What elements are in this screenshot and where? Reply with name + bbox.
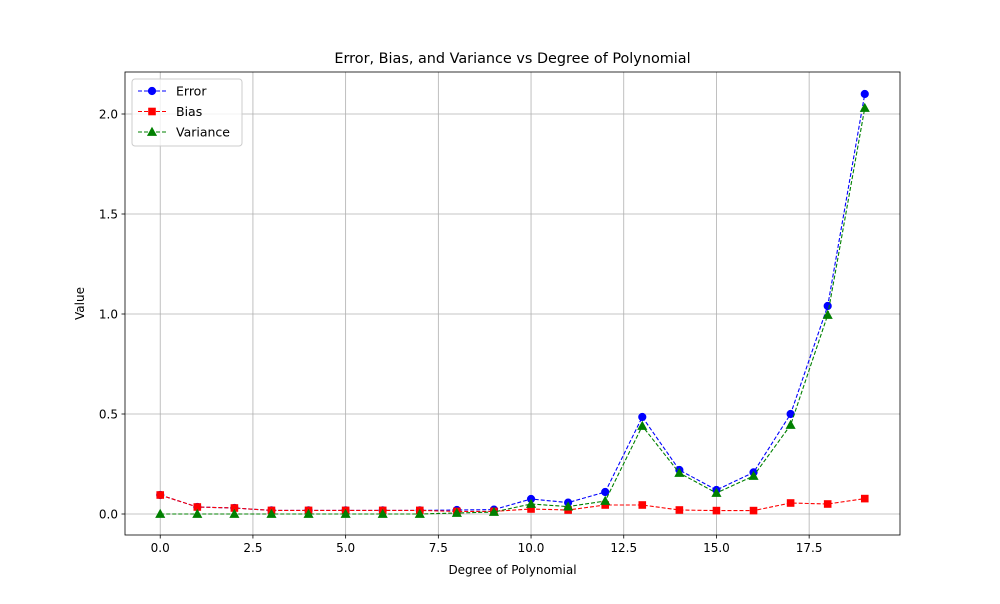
series-variance: [155, 102, 870, 518]
y-tick-label: 0.5: [99, 408, 118, 422]
legend: Error Bias Variance: [131, 78, 243, 147]
data-point-variance: [563, 501, 574, 511]
y-axis-label: Value: [73, 287, 87, 320]
data-point-bias: [675, 506, 684, 514]
data-point-variance: [229, 508, 240, 518]
legend-label-variance: Variance: [176, 125, 230, 140]
y-tick-label: 1.5: [99, 208, 118, 222]
data-point-bias: [860, 494, 869, 503]
data-point-variance: [674, 467, 685, 477]
data-point-bias: [786, 499, 795, 507]
data-point-error: [860, 89, 869, 99]
x-tick-label: 17.5: [796, 541, 823, 555]
legend-item-variance: Variance: [138, 125, 230, 140]
data-point-variance: [859, 102, 870, 112]
y-tick-label: 2.0: [99, 108, 118, 122]
x-tick-label: 10.0: [518, 541, 545, 555]
legend-item-error: Error: [138, 84, 207, 99]
data-point-variance: [748, 470, 759, 480]
x-tick-label: 12.5: [610, 541, 637, 555]
data-point-bias: [823, 500, 832, 508]
data-point-variance: [600, 495, 611, 505]
series-line-error: [160, 93, 866, 511]
data-point-error: [823, 301, 832, 311]
x-tick-label: 15.0: [703, 541, 730, 555]
x-axis-label: Degree of Polynomial: [448, 563, 576, 577]
legend-marker-bias: [148, 107, 156, 116]
legend-marker-variance: [146, 126, 158, 136]
y-tick-label: 0.0: [99, 508, 118, 522]
y-axis: 0.0 0.5 1.0 1.5 2.0: [99, 108, 125, 522]
data-point-variance: [525, 498, 537, 508]
data-point-variance: [414, 508, 425, 518]
data-point-error: [638, 412, 647, 422]
x-tick-label: 5.0: [336, 541, 355, 555]
series-layer: [155, 89, 870, 518]
data-point-variance: [303, 508, 314, 518]
data-point-bias: [749, 506, 758, 515]
data-point-bias: [156, 491, 165, 499]
data-point-variance: [377, 508, 388, 518]
x-tick-label: 0.0: [151, 541, 170, 555]
x-tick-label: 2.5: [243, 541, 262, 555]
y-tick-label: 1.0: [99, 308, 118, 322]
data-point-error: [601, 487, 610, 497]
legend-item-bias: Bias: [138, 104, 202, 119]
legend-box: [131, 78, 243, 147]
data-point-variance: [637, 420, 648, 430]
data-point-variance: [488, 506, 500, 516]
data-point-bias: [712, 506, 721, 515]
data-point-variance: [155, 508, 166, 518]
data-point-variance: [451, 507, 462, 517]
series-line-variance: [160, 107, 866, 515]
data-point-bias: [638, 501, 647, 509]
legend-label-error: Error: [176, 84, 207, 99]
legend-label-bias: Bias: [176, 104, 202, 119]
legend-marker-error: [147, 86, 157, 96]
data-point-variance: [340, 508, 351, 518]
chart-title: Error, Bias, and Variance vs Degree of P…: [334, 51, 690, 67]
data-point-variance: [192, 508, 203, 518]
data-point-variance: [785, 419, 796, 429]
series-line-bias: [160, 494, 865, 512]
x-tick-label: 7.5: [429, 541, 448, 555]
data-point-variance: [822, 309, 833, 319]
data-point-variance: [711, 487, 722, 497]
x-axis: 0.0 2.5 5.0 7.5 10.0 12.5 15.0 17.5: [151, 535, 823, 555]
plot-frame: [124, 71, 901, 536]
data-point-variance: [266, 508, 277, 518]
